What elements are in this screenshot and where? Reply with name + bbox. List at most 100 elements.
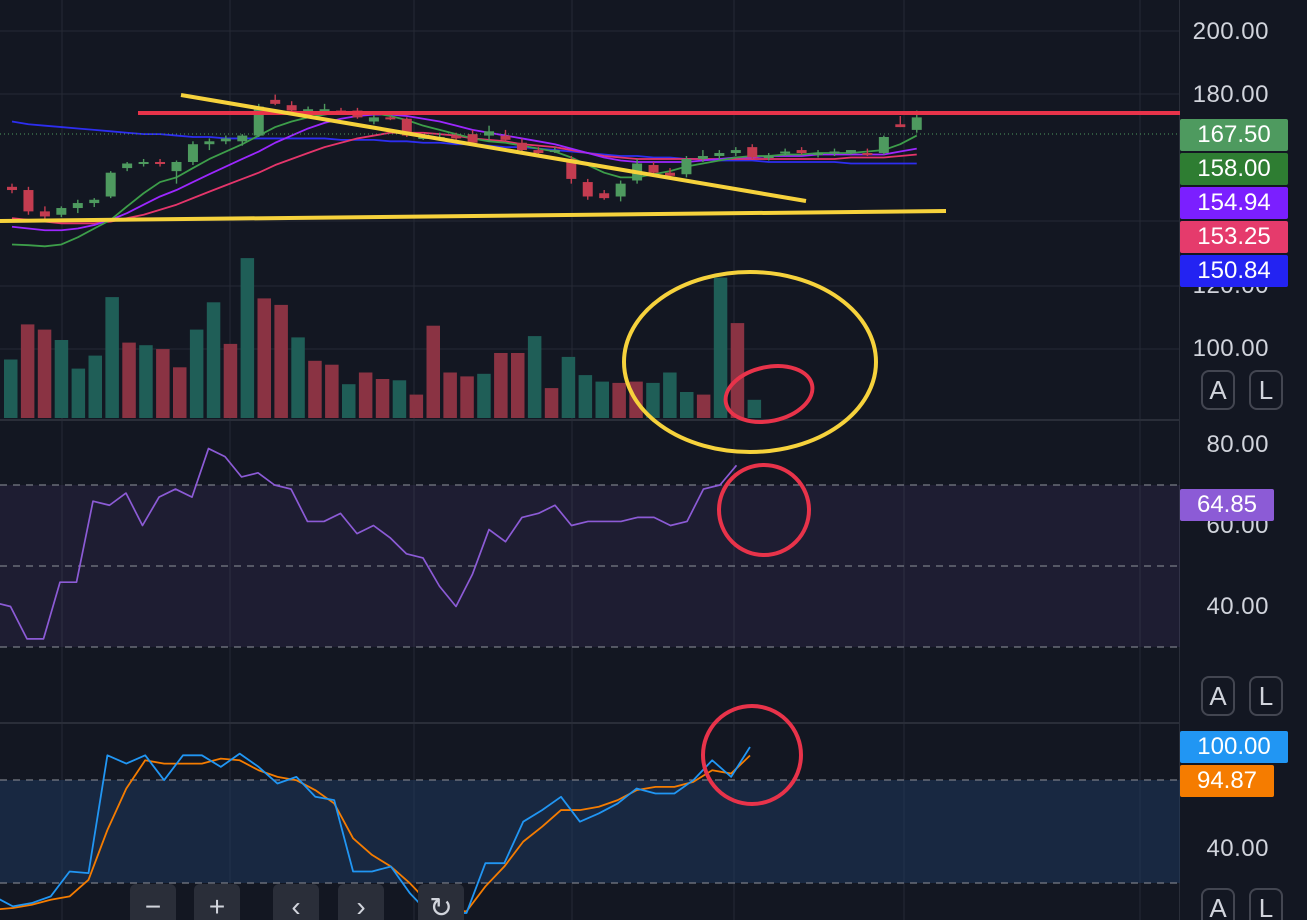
volume-bar xyxy=(139,345,153,418)
volume-bar xyxy=(511,353,525,418)
candle-body xyxy=(319,109,330,112)
candle-body xyxy=(549,150,560,153)
volume-bar xyxy=(595,381,609,418)
candle-body xyxy=(730,150,741,154)
volume-bar xyxy=(375,379,390,418)
rsi-log-scale-button[interactable]: L xyxy=(1249,676,1283,716)
volume-bar xyxy=(730,323,745,418)
volume-bar xyxy=(156,349,170,418)
volume-bar xyxy=(20,324,35,418)
volume-bar xyxy=(561,356,576,418)
volume-bar xyxy=(71,368,86,418)
volume-bar xyxy=(223,343,238,418)
candle-body xyxy=(220,138,231,142)
ma-green-tag: 158.00 xyxy=(1180,153,1288,185)
candle-body xyxy=(582,182,593,197)
candle-body xyxy=(237,135,248,142)
volume-bar xyxy=(477,373,491,418)
support-trendline xyxy=(0,209,947,223)
candle-body xyxy=(171,161,182,172)
ma-green-line xyxy=(11,111,918,248)
volume-bar xyxy=(663,372,677,418)
candle-body xyxy=(845,150,856,154)
candle-body xyxy=(23,190,34,212)
scroll-left-button[interactable]: ‹ xyxy=(273,884,319,920)
stoch-highlight-circle xyxy=(701,704,803,806)
candle-body xyxy=(401,118,412,136)
volume-bar xyxy=(257,298,271,418)
volume-bar xyxy=(646,382,660,418)
volume-bar xyxy=(189,329,204,418)
volume-bar xyxy=(713,277,728,418)
candle-body xyxy=(681,158,692,175)
volume-bar xyxy=(274,304,288,418)
volume-bar xyxy=(105,297,119,418)
candle-body xyxy=(286,105,297,111)
descending-trendline xyxy=(180,93,807,203)
price-axis-label: 100.00 xyxy=(1192,335,1269,362)
candle-body xyxy=(122,163,133,169)
volume-bar xyxy=(291,337,305,418)
rsi-auto-scale-button[interactable]: A xyxy=(1201,676,1235,716)
volume-bar xyxy=(4,359,18,418)
auto-scale-button[interactable]: A xyxy=(1201,370,1235,410)
ma-pink-tag: 153.25 xyxy=(1180,221,1288,253)
volume-bar xyxy=(460,376,474,418)
stoch-d-line xyxy=(0,754,751,913)
candle-body xyxy=(599,193,610,199)
candle-body xyxy=(665,172,675,176)
candle-body xyxy=(533,150,544,154)
candle-body xyxy=(648,165,659,173)
candle-body xyxy=(878,136,889,154)
volume-bar xyxy=(206,302,221,418)
candle-body xyxy=(813,153,824,156)
candle-body xyxy=(895,124,906,128)
volume-bar xyxy=(392,380,407,418)
candle-body xyxy=(56,208,67,215)
ma-pink-line xyxy=(11,131,917,225)
candle-body xyxy=(484,131,495,136)
log-scale-button[interactable]: L xyxy=(1249,370,1283,410)
volume-bar xyxy=(426,325,440,418)
volume-highlight-circle xyxy=(723,364,815,424)
volume-bar xyxy=(88,355,102,418)
candle-body xyxy=(39,211,50,217)
candle-body xyxy=(780,151,791,154)
candle-body xyxy=(763,155,774,158)
candle-body xyxy=(303,109,314,112)
chart-canvas[interactable] xyxy=(0,0,1180,920)
rsi-line xyxy=(0,447,738,640)
volume-bar xyxy=(680,392,694,418)
candle-body xyxy=(270,99,281,104)
candle-body xyxy=(204,141,215,145)
price-axis-label: 180.00 xyxy=(1192,81,1269,108)
volume-bar xyxy=(527,336,542,418)
candle-body xyxy=(516,142,527,151)
volume-bar xyxy=(578,375,593,418)
stoch-band xyxy=(0,780,1180,883)
volume-bar xyxy=(54,340,69,418)
candle-body xyxy=(615,183,626,197)
stoch-k-line xyxy=(0,746,751,914)
zoom-out-button[interactable]: − xyxy=(130,884,176,920)
candle-body xyxy=(566,158,577,179)
rsi-axis-label: 40.00 xyxy=(1206,593,1269,620)
zoom-in-button[interactable]: + xyxy=(194,884,240,920)
stoch-d-tag: 94.87 xyxy=(1180,765,1274,797)
candle-body xyxy=(697,155,708,159)
reset-chart-button[interactable]: ↻ xyxy=(418,884,464,920)
rsi-highlight-circle xyxy=(717,463,811,557)
candle-body xyxy=(451,135,462,139)
volume-bar xyxy=(494,353,508,418)
volume-bar xyxy=(544,388,559,418)
volume-bar xyxy=(443,372,457,418)
candle-body xyxy=(747,147,758,158)
volume-bar xyxy=(358,372,373,418)
stoch-log-scale-button[interactable]: L xyxy=(1249,888,1283,920)
stoch-auto-scale-button[interactable]: A xyxy=(1201,888,1235,920)
last-price-tag: 167.50 xyxy=(1180,119,1288,151)
candle-body xyxy=(796,150,807,154)
scroll-right-button[interactable]: › xyxy=(338,884,384,920)
candle-body xyxy=(467,134,478,143)
stoch-k-tag: 100.00 xyxy=(1180,731,1288,763)
